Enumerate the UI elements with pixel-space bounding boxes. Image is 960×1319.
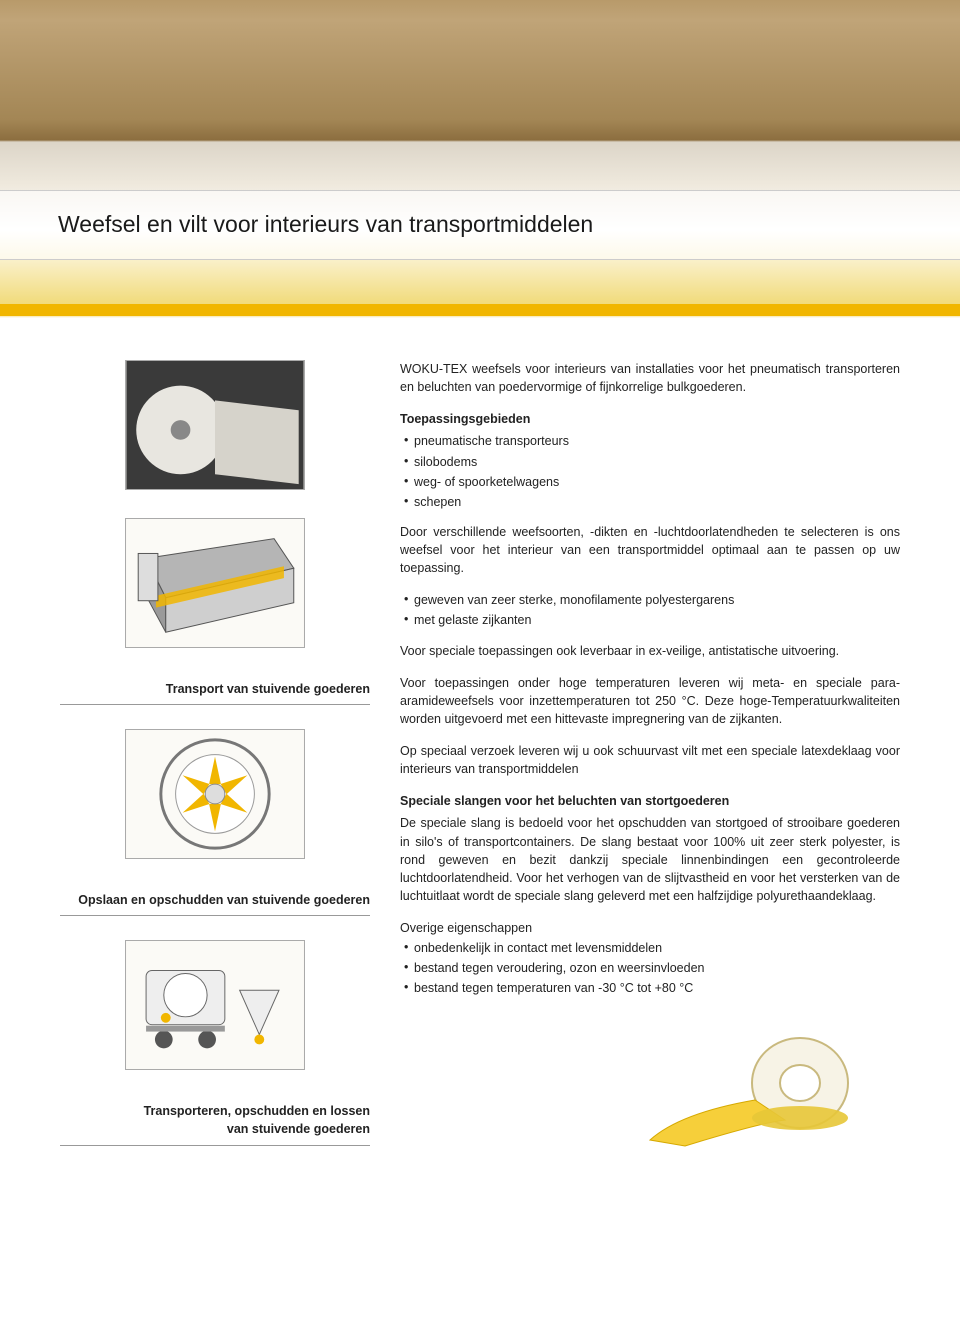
caption-lossen-line2: van stuivende goederen <box>227 1122 370 1136</box>
figure-duct <box>125 518 305 648</box>
figure-truck <box>125 940 305 1070</box>
caption-lossen: Transporteren, opschudden en lossen van … <box>60 1098 370 1145</box>
left-column: Transport van stuivende goederen Opslaan… <box>60 360 370 1148</box>
list-item: weg- of spoorketelwagens <box>400 473 900 491</box>
paragraph-latex: Op speciaal verzoek leveren wij u ook sc… <box>400 742 900 778</box>
paragraph-select: Door verschillende weefsoorten, -dikten … <box>400 523 900 577</box>
paragraph-slang: De speciale slang is bedoeld voor het op… <box>400 814 900 905</box>
paragraph-ex: Voor speciale toepassingen ook leverbaar… <box>400 642 900 660</box>
caption-transport: Transport van stuivende goederen <box>60 676 370 705</box>
toepassing-heading: Toepassingsgebieden <box>400 410 900 428</box>
page-body: Transport van stuivende goederen Opslaan… <box>0 320 960 1208</box>
properties-list: geweven van zeer sterke, monofilamente p… <box>400 591 900 629</box>
hero-header: Weefsel en vilt voor interieurs van tran… <box>0 0 960 320</box>
title-band: Weefsel en vilt voor interieurs van tran… <box>0 190 960 260</box>
list-item: bestand tegen veroudering, ozon en weers… <box>400 959 900 977</box>
toepassing-list: pneumatische transporteurs silobodems we… <box>400 432 900 511</box>
list-item: met gelaste zijkanten <box>400 611 900 629</box>
paragraph-hoge: Voor toepassingen onder hoge temperature… <box>400 674 900 728</box>
list-item: onbedenkelijk in contact met levensmidde… <box>400 939 900 957</box>
list-item: geweven van zeer sterke, monofilamente p… <box>400 591 900 609</box>
intro-paragraph: WOKU-TEX weefsels voor interieurs van in… <box>400 360 900 396</box>
figure-tape-roll <box>640 1028 860 1148</box>
page-title: Weefsel en vilt voor interieurs van tran… <box>0 208 593 241</box>
caption-lossen-line1: Transporteren, opschudden en lossen <box>144 1104 370 1118</box>
slang-heading: Speciale slangen voor het beluchten van … <box>400 792 900 810</box>
list-item: pneumatische transporteurs <box>400 432 900 450</box>
overige-heading: Overige eigenschappen <box>400 919 900 937</box>
accent-bar <box>0 304 960 316</box>
list-item: schepen <box>400 493 900 511</box>
list-item: bestand tegen temperaturen van -30 °C to… <box>400 979 900 997</box>
caption-opslaan: Opslaan en opschudden van stuivende goed… <box>60 887 370 916</box>
figure-fabric-roll <box>125 360 305 490</box>
figure-fan <box>125 729 305 859</box>
list-item: silobodems <box>400 453 900 471</box>
overige-list: onbedenkelijk in contact met levensmidde… <box>400 939 900 997</box>
right-column: WOKU-TEX weefsels voor interieurs van in… <box>400 360 900 1148</box>
